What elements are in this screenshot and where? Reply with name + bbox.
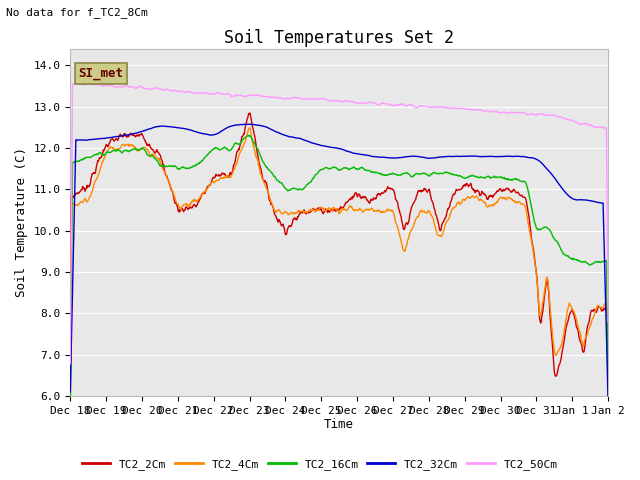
Legend: TC2_2Cm, TC2_4Cm, TC2_16Cm, TC2_32Cm, TC2_50Cm: TC2_2Cm, TC2_4Cm, TC2_16Cm, TC2_32Cm, TC… [78, 455, 562, 474]
Text: SI_met: SI_met [78, 67, 124, 80]
X-axis label: Time: Time [324, 419, 354, 432]
Y-axis label: Soil Temperature (C): Soil Temperature (C) [15, 147, 28, 298]
Title: Soil Temperatures Set 2: Soil Temperatures Set 2 [224, 29, 454, 48]
Text: No data for f_TC2_8Cm: No data for f_TC2_8Cm [6, 7, 148, 18]
